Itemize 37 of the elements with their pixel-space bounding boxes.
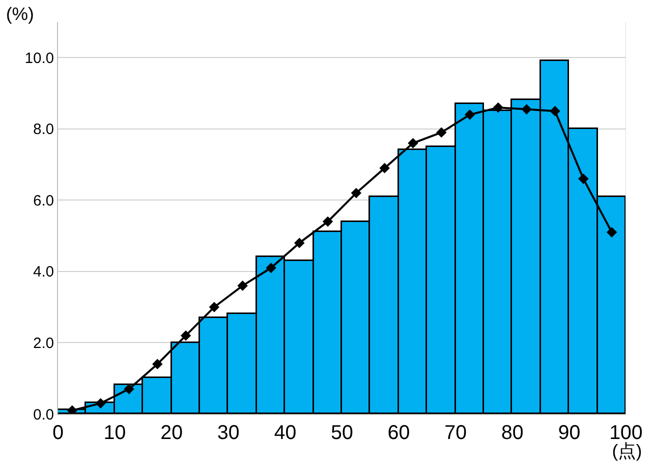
x-tick-label: 50 <box>330 422 354 444</box>
y-tick-label: 4.0 <box>33 264 54 281</box>
x-tick-label: 40 <box>274 422 296 444</box>
point <box>209 302 220 312</box>
point <box>521 104 532 115</box>
x-tick-label: 70 <box>444 422 467 444</box>
y-tick-label: 6.0 <box>33 192 54 210</box>
point <box>578 174 589 184</box>
x-tick-label: 30 <box>217 422 240 444</box>
point <box>294 238 305 248</box>
point <box>124 384 134 394</box>
y-tick-label: 0.0 <box>33 406 54 424</box>
y-tick-label: 2.0 <box>33 334 54 352</box>
point <box>180 330 191 341</box>
point <box>152 358 163 370</box>
x-tick-label: 90 <box>558 422 580 444</box>
y-tick-label: 10.0 <box>24 50 54 67</box>
x-tick-label: 80 <box>501 422 524 444</box>
point <box>237 280 248 291</box>
y-axis-title: (%) <box>6 4 34 24</box>
point <box>493 102 504 113</box>
x-tick-label: 0 <box>52 422 64 444</box>
x-tick-label: 60 <box>388 422 410 444</box>
point <box>550 106 560 116</box>
point <box>464 109 475 120</box>
point <box>322 216 333 227</box>
x-axis-title: (点) <box>612 441 642 461</box>
point <box>351 188 362 198</box>
point <box>67 405 78 414</box>
y-tick-label: 8.0 <box>33 121 54 138</box>
x-tick-label: 20 <box>160 422 183 444</box>
point <box>436 127 447 138</box>
point <box>266 262 276 274</box>
point <box>606 227 617 238</box>
x-tick-label: 10 <box>104 422 126 444</box>
point <box>408 138 418 148</box>
point <box>379 162 390 174</box>
